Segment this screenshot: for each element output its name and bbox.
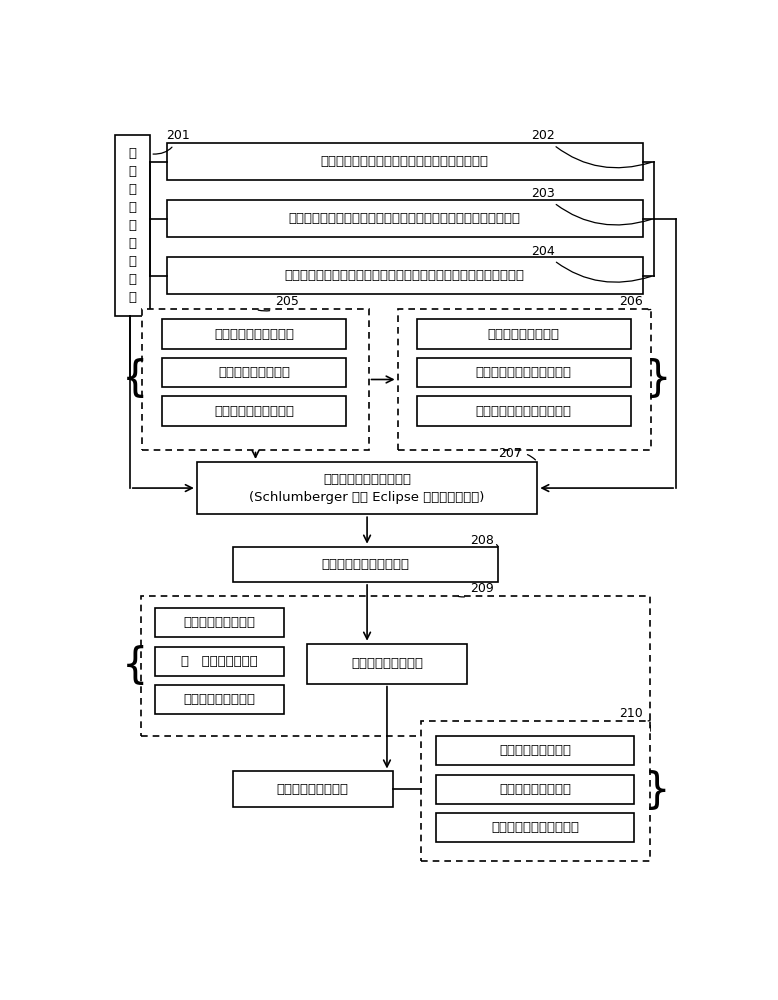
Text: 209: 209 xyxy=(458,582,493,597)
Text: 空   气注入浓度优化: 空 气注入浓度优化 xyxy=(181,655,258,668)
Text: 油藏油水相对流动能力计算: 油藏油水相对流动能力计算 xyxy=(476,405,572,418)
Text: 油藏内微生物浓度计算: 油藏内微生物浓度计算 xyxy=(214,405,294,418)
Bar xyxy=(163,319,346,349)
Bar xyxy=(436,774,634,804)
Text: {: { xyxy=(121,645,148,687)
Text: 成熟油藏数值模拟器计算
(Schlumberger 公司 Eclipse 油藏数值模拟器): 成熟油藏数值模拟器计算 (Schlumberger 公司 Eclipse 油藏数… xyxy=(250,473,485,504)
Text: 210: 210 xyxy=(619,707,650,721)
Text: 微生物驱提高采收率预测: 微生物驱提高采收率预测 xyxy=(491,821,579,834)
Text: 201: 201 xyxy=(153,129,191,154)
Bar xyxy=(163,396,346,426)
Text: 207: 207 xyxy=(498,447,535,460)
Text: 208: 208 xyxy=(470,534,498,547)
Bar xyxy=(142,309,369,450)
Bar xyxy=(166,200,643,237)
Text: 油藏内培养液浓度计算: 油藏内培养液浓度计算 xyxy=(214,328,294,341)
Bar xyxy=(155,647,284,676)
Text: 培养液注入总量优化: 培养液注入总量优化 xyxy=(184,693,255,706)
Text: 油藏内原油粘度计算: 油藏内原油粘度计算 xyxy=(488,328,560,341)
Bar xyxy=(197,462,538,514)
Bar xyxy=(233,547,498,582)
Bar xyxy=(163,358,346,387)
Text: 实验与数学方法确定原油粘度与微生物浓度关系: 实验与数学方法确定原油粘度与微生物浓度关系 xyxy=(321,155,489,168)
Text: 培养液注入浓度优化: 培养液注入浓度优化 xyxy=(184,616,255,629)
Text: 微生物驱含水率预测: 微生物驱含水率预测 xyxy=(499,744,571,757)
Text: }: } xyxy=(644,770,671,812)
Text: 微生物驱油数值模拟计算: 微生物驱油数值模拟计算 xyxy=(321,558,409,571)
Bar xyxy=(398,309,650,450)
Text: 微生物驱增油量预测: 微生物驱增油量预测 xyxy=(499,783,571,796)
Text: 微生物驱油效果预测: 微生物驱油效果预测 xyxy=(277,783,349,796)
Bar xyxy=(141,596,650,736)
Bar xyxy=(417,358,631,387)
Text: 微生物驱油方案设计: 微生物驱油方案设计 xyxy=(351,657,423,670)
Bar xyxy=(166,257,643,294)
Text: 室
内
微
生
物
激
活
实
验: 室 内 微 生 物 激 活 实 验 xyxy=(129,147,137,304)
Bar xyxy=(155,685,284,714)
Text: 油藏内空气浓度计算: 油藏内空气浓度计算 xyxy=(219,366,290,379)
Bar xyxy=(436,736,634,765)
Bar xyxy=(436,813,634,842)
Text: 202: 202 xyxy=(531,129,651,168)
Text: 206: 206 xyxy=(619,295,650,310)
Text: 油藏渗透率和毛管阻力计算: 油藏渗透率和毛管阻力计算 xyxy=(476,366,572,379)
Text: 实验与数学方法确定油水相渗曲线和残余油饱和度与微生物浓度关系: 实验与数学方法确定油水相渗曲线和残余油饱和度与微生物浓度关系 xyxy=(285,269,524,282)
Text: {: { xyxy=(122,358,149,400)
Bar xyxy=(421,721,650,861)
Text: 实验与数学方法确定油层渗透率和毛管力变化与微生物浓度的关系: 实验与数学方法确定油层渗透率和毛管力变化与微生物浓度的关系 xyxy=(289,212,520,225)
Bar xyxy=(115,135,150,316)
Bar xyxy=(417,319,631,349)
Text: 203: 203 xyxy=(531,187,651,225)
Bar xyxy=(166,143,643,180)
Bar xyxy=(307,644,467,684)
Text: 204: 204 xyxy=(531,245,651,282)
Text: 205: 205 xyxy=(258,295,299,311)
Text: }: } xyxy=(645,358,671,400)
Bar xyxy=(233,771,393,807)
Bar xyxy=(155,608,284,637)
Bar xyxy=(417,396,631,426)
